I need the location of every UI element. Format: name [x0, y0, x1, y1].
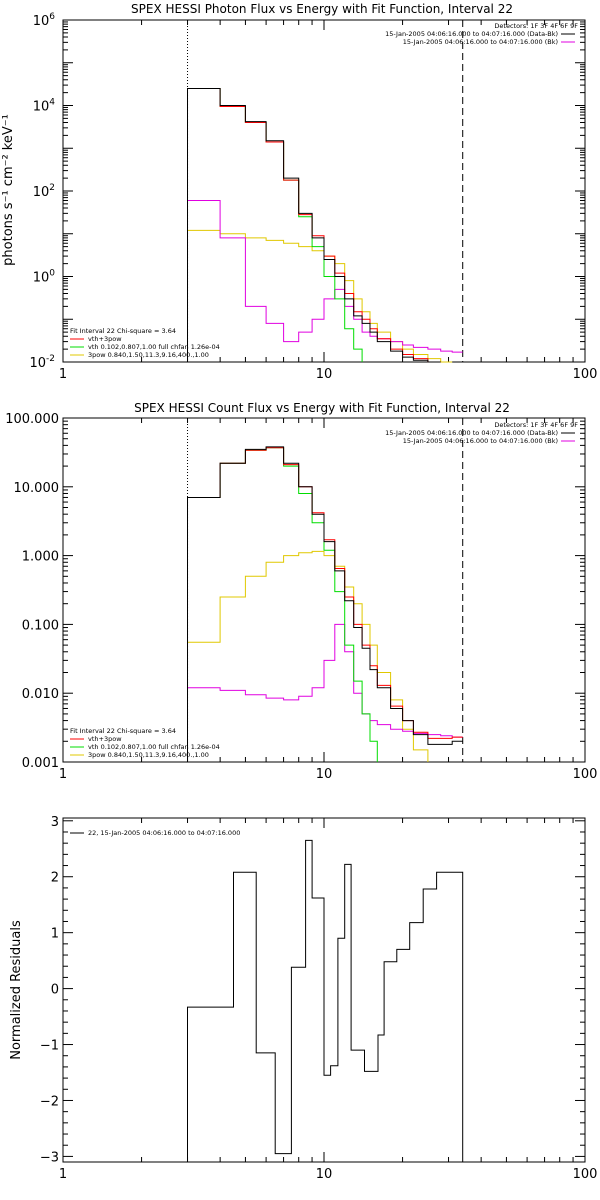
- series-green-line: [187, 88, 363, 362]
- x-tick-label: 1: [59, 767, 67, 782]
- residuals-panel: Normalized Residuals 22, 15-Jan-2005 04:…: [9, 815, 597, 1182]
- count-legend-detectors: Detectors: 1F 3F 4F 6F 9F: [494, 421, 578, 429]
- series-yellow-line: [187, 229, 453, 363]
- photon-legend-3pow: 3pow 0.840,1.50,11.3,9.16,400.,1.00: [88, 351, 209, 359]
- photon-flux-title: SPEX HESSI Photon Flux vs Energy with Fi…: [131, 2, 513, 16]
- y-tick-label: 0.010: [22, 687, 59, 702]
- series-green-line: [187, 447, 378, 762]
- y-tick-label: 0: [51, 983, 59, 998]
- photon-legend-vth3pow: vth+3pow: [88, 335, 122, 343]
- plot-frame: [62, 417, 586, 763]
- x-tick-label: 10: [316, 767, 333, 782]
- y-tick-label: −1: [40, 1039, 59, 1054]
- count-legend-vth: vth 0.102,0.807,1.00 full chfan 1.26e-04: [88, 743, 220, 751]
- y-tick-label: 106: [33, 12, 56, 29]
- series-black-line: [187, 839, 464, 1162]
- photon-flux-panel: SPEX HESSI Photon Flux vs Energy with Fi…: [1, 2, 597, 382]
- y-tick-label: 1.000: [22, 550, 59, 565]
- y-tick-label: 2: [51, 871, 59, 886]
- y-tick-label: −3: [40, 1150, 59, 1165]
- y-tick-label: 100.000: [5, 412, 59, 427]
- x-tick-label: 10: [316, 367, 333, 382]
- count-legend-bk: 15-Jan-2005 04:06:16.000 to 04:07:16.000…: [403, 437, 558, 445]
- series-yellow-line: [187, 550, 429, 762]
- y-tick-label: 10.000: [14, 481, 60, 496]
- y-tick-label: 0.100: [22, 618, 59, 633]
- x-tick-label: 1: [59, 367, 67, 382]
- x-tick-label: 100: [573, 1167, 598, 1182]
- residuals-legend-label: 22, 15-Jan-2005 04:06:16.000 to 04:07:16…: [88, 829, 240, 837]
- series-magenta-line: [187, 623, 463, 762]
- photon-flux-y-axis-label: photons s⁻¹ cm⁻² keV⁻¹: [1, 114, 16, 266]
- photon-legend-data-bk: 15-Jan-2005 04:06:16.000 to 04:07:16.000…: [385, 30, 558, 38]
- photon-legend-bk: 15-Jan-2005 04:06:16.000 to 04:07:16.000…: [403, 38, 558, 46]
- series-magenta-line: [187, 200, 463, 362]
- count-legend-3pow: 3pow 0.840,1.50,11.3,9.16,400.,1.00: [88, 751, 209, 759]
- photon-legend-detectors: Detectors: 1F 3F 4F 6F 9F: [494, 22, 578, 30]
- y-tick-label: 104: [33, 98, 56, 115]
- series-black-line: [187, 446, 463, 762]
- series-red-line: [187, 447, 463, 762]
- y-tick-label: 10-2: [29, 354, 55, 371]
- y-tick-label: 3: [51, 815, 59, 830]
- count-flux-panel: SPEX HESSI Count Flux vs Energy with Fit…: [5, 401, 597, 782]
- y-tick-label: 0.001: [22, 756, 59, 771]
- y-tick-label: 1: [51, 927, 59, 942]
- x-tick-label: 100: [573, 367, 598, 382]
- x-tick-label: 1: [59, 1167, 67, 1182]
- count-flux-title: SPEX HESSI Count Flux vs Energy with Fit…: [134, 401, 510, 415]
- photon-legend-fit-interval: Fit Interval 22 Chi-square = 3.64: [70, 327, 176, 335]
- count-legend-data-bk: 15-Jan-2005 04:06:16.000 to 04:07:16.000…: [385, 429, 558, 437]
- series-black-line: [187, 88, 441, 363]
- y-tick-label: −2: [40, 1094, 59, 1109]
- y-tick-label: 100: [33, 269, 56, 286]
- y-tick-label: 102: [33, 183, 55, 200]
- x-tick-label: 10: [316, 1167, 333, 1182]
- series-red-line: [187, 88, 441, 363]
- residuals-y-axis-label: Normalized Residuals: [9, 920, 24, 1060]
- count-legend-vth3pow: vth+3pow: [88, 735, 122, 743]
- x-tick-label: 100: [573, 767, 598, 782]
- count-legend-fit-interval: Fit Interval 22 Chi-square = 3.64: [70, 727, 176, 735]
- photon-legend-vth: vth 0.102,0.807,1.00 full chfan 1.26e-04: [88, 343, 220, 351]
